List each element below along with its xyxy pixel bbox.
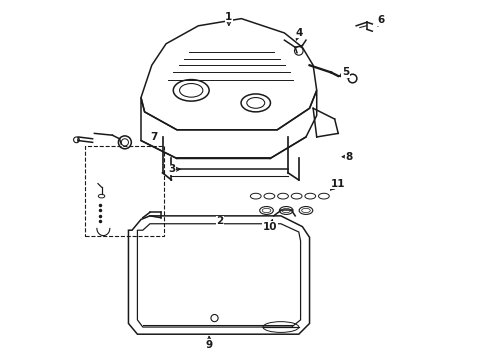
Text: 7: 7 xyxy=(150,132,157,142)
Text: 10: 10 xyxy=(263,222,277,231)
Text: 3: 3 xyxy=(168,164,175,174)
Text: 4: 4 xyxy=(295,28,302,38)
Text: 5: 5 xyxy=(342,67,349,77)
Text: 9: 9 xyxy=(206,340,213,350)
Text: 8: 8 xyxy=(345,152,353,162)
Text: 11: 11 xyxy=(331,179,345,189)
Text: 1: 1 xyxy=(225,12,232,22)
Text: 2: 2 xyxy=(216,216,223,226)
Text: 6: 6 xyxy=(378,15,385,26)
